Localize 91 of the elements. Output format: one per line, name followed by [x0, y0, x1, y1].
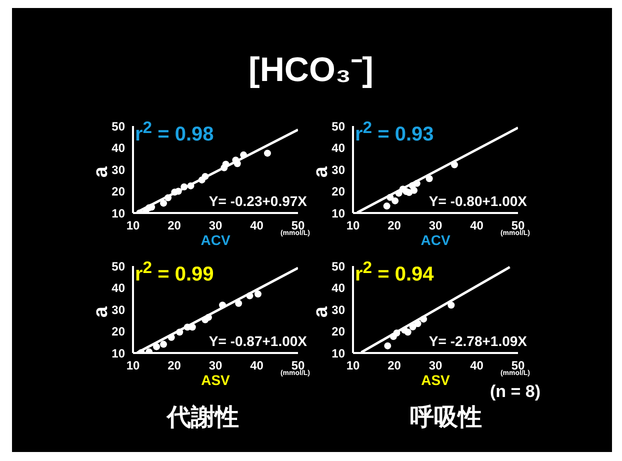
y-tick-label: 10 [112, 346, 126, 360]
point [168, 334, 175, 341]
y-tick-label: 30 [112, 302, 126, 317]
point [202, 172, 209, 180]
x-tick-label: 20 [388, 218, 402, 233]
x-tick-label: 10 [126, 358, 140, 373]
y-tick-label: 40 [332, 281, 346, 296]
x-tick-label: 40 [250, 218, 264, 233]
point [160, 200, 168, 207]
x-tick-label: 10 [346, 218, 360, 233]
annotation: Y= -0.80+1.00X [428, 193, 527, 209]
x-axis-title: ACV [200, 232, 230, 248]
text: 呼吸性 [410, 403, 482, 433]
x-axis-title: ASV [201, 372, 230, 388]
x-axis-title: ACV [420, 232, 450, 248]
point [384, 342, 392, 350]
point [164, 194, 172, 202]
annotation: Y= -0.87+1.00X [208, 333, 307, 349]
y-tick-label: 50 [112, 259, 126, 274]
annotation: Y= -2.78+1.09X [428, 333, 527, 349]
y-axis-title: a [90, 305, 112, 320]
y-axis-title: a [90, 165, 112, 180]
y-tick-label: 20 [332, 184, 346, 199]
point [420, 316, 428, 323]
text: 代謝性 [167, 403, 239, 433]
point [187, 182, 194, 190]
y-tick-label: 40 [332, 141, 346, 156]
annotation: r$^{2}$ = 0.94 [355, 258, 434, 287]
y-tick-label: 30 [332, 162, 346, 177]
x-tick-label: 30 [208, 218, 222, 233]
point [450, 161, 458, 168]
point [383, 202, 390, 210]
y-tick-label: 10 [332, 346, 346, 360]
y-tick-label: 10 [112, 206, 126, 220]
x-tick-label: 20 [168, 218, 182, 233]
point [409, 323, 416, 330]
y-tick-label: 20 [332, 324, 346, 339]
point [148, 204, 156, 211]
point [176, 328, 184, 336]
point [204, 314, 212, 321]
x-tick-label: 20 [168, 358, 182, 373]
x-tick-label: 40 [250, 358, 264, 373]
annotation: r$^{2}$ = 0.98 [135, 118, 214, 147]
point [264, 150, 271, 157]
point [448, 302, 455, 309]
x-axis-title: ASV [421, 372, 450, 388]
point [413, 180, 420, 187]
point [410, 186, 418, 194]
point [160, 340, 168, 348]
y-tick-label: 10 [332, 206, 346, 220]
y-tick-label: 50 [332, 119, 346, 134]
y-axis-title: a [310, 165, 332, 180]
point [414, 320, 422, 328]
point [235, 300, 242, 307]
point [180, 183, 188, 190]
y-axis-title: a [310, 305, 332, 320]
annotation: r$^{2}$ = 0.99 [135, 258, 214, 287]
x-tick-label: 10 [346, 358, 360, 373]
x-tick-label: 30 [428, 358, 442, 373]
point [386, 194, 394, 201]
point [188, 324, 196, 331]
point [219, 302, 226, 309]
y-tick-label: 30 [332, 302, 346, 317]
point [240, 151, 248, 158]
x-tick-label: 10 [126, 218, 140, 233]
point [234, 160, 241, 168]
y-tick-label: 30 [112, 162, 126, 177]
x-tick-label: 40 [470, 218, 484, 233]
y-tick-label: 50 [112, 119, 126, 134]
point [426, 175, 433, 182]
y-tick-label: 20 [112, 184, 126, 199]
point [174, 188, 182, 195]
point [246, 292, 254, 300]
annotation: Y= -0.23+0.97X [208, 193, 307, 209]
chart-title: [HCO₃⁻] [248, 50, 374, 91]
point [222, 160, 230, 168]
point [153, 343, 160, 350]
annotation: r$^{2}$ = 0.93 [355, 118, 434, 147]
point [393, 329, 400, 336]
x-tick-label: 30 [208, 358, 222, 373]
text: (n = 8) [490, 382, 541, 402]
y-tick-label: 50 [332, 259, 346, 274]
x-tick-label: 20 [388, 358, 402, 373]
point [392, 197, 399, 204]
y-tick-label: 40 [112, 281, 126, 296]
y-tick-label: 40 [112, 141, 126, 156]
x-tick-label: 40 [470, 358, 484, 373]
y-tick-label: 20 [112, 324, 126, 339]
x-tick-label: 30 [428, 218, 442, 233]
point [404, 328, 412, 336]
point [254, 290, 262, 298]
